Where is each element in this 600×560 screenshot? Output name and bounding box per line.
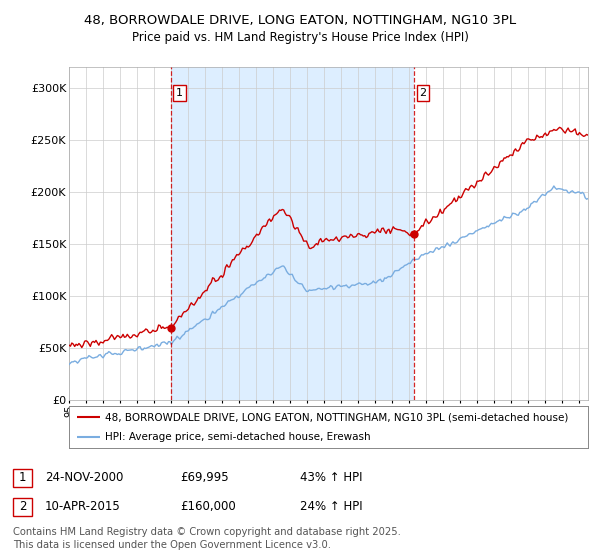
Text: HPI: Average price, semi-detached house, Erewash: HPI: Average price, semi-detached house,… bbox=[106, 432, 371, 442]
Text: Contains HM Land Registry data © Crown copyright and database right 2025.
This d: Contains HM Land Registry data © Crown c… bbox=[13, 527, 401, 550]
Text: 24-NOV-2000: 24-NOV-2000 bbox=[45, 470, 124, 484]
Text: 10-APR-2015: 10-APR-2015 bbox=[45, 500, 121, 514]
Text: 48, BORROWDALE DRIVE, LONG EATON, NOTTINGHAM, NG10 3PL (semi-detached house): 48, BORROWDALE DRIVE, LONG EATON, NOTTIN… bbox=[106, 412, 569, 422]
Text: 1: 1 bbox=[19, 470, 26, 484]
Bar bbox=[171, 67, 415, 400]
Text: 43% ↑ HPI: 43% ↑ HPI bbox=[300, 470, 362, 484]
Text: £69,995: £69,995 bbox=[180, 470, 229, 484]
Text: Price paid vs. HM Land Registry's House Price Index (HPI): Price paid vs. HM Land Registry's House … bbox=[131, 31, 469, 44]
Text: 2: 2 bbox=[19, 500, 26, 514]
Text: £160,000: £160,000 bbox=[180, 500, 236, 514]
Text: 1: 1 bbox=[176, 88, 183, 98]
Text: 24% ↑ HPI: 24% ↑ HPI bbox=[300, 500, 362, 514]
Text: 48, BORROWDALE DRIVE, LONG EATON, NOTTINGHAM, NG10 3PL: 48, BORROWDALE DRIVE, LONG EATON, NOTTIN… bbox=[84, 14, 516, 27]
Text: 2: 2 bbox=[419, 88, 427, 98]
